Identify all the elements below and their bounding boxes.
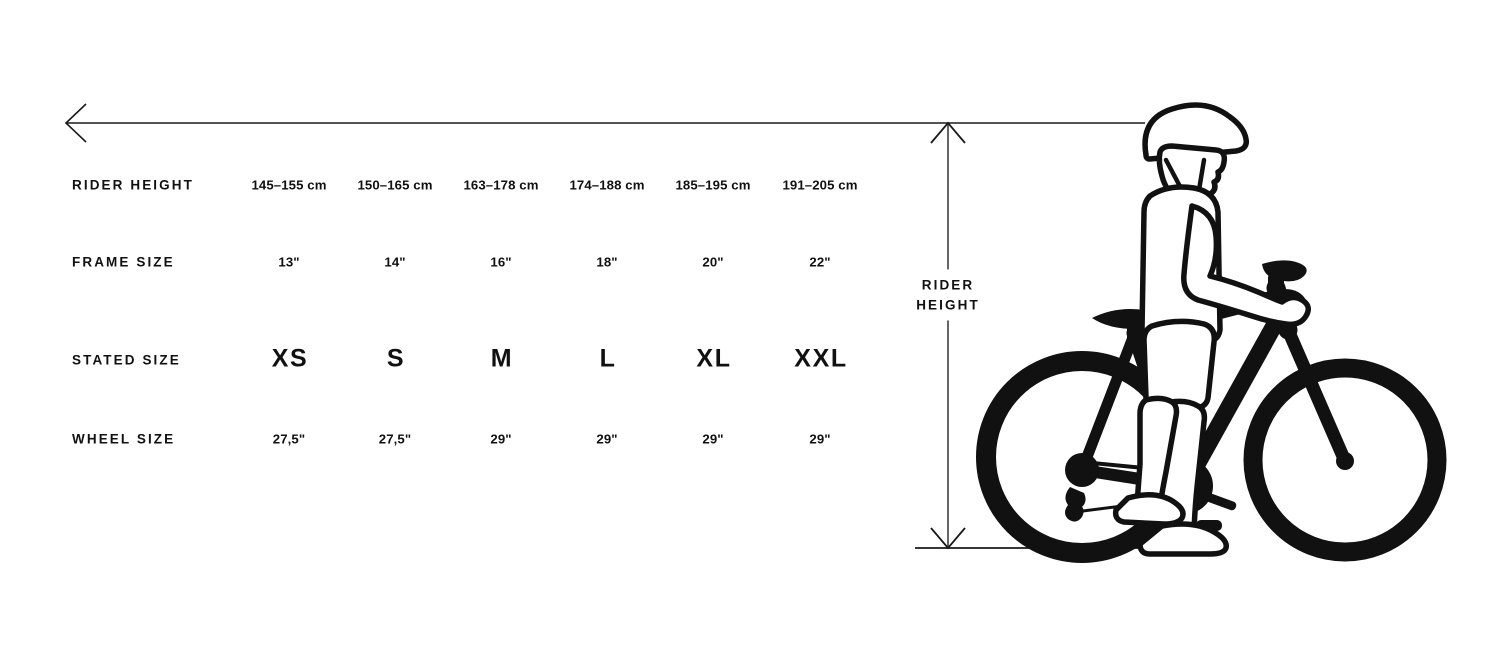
cell-wheel-size-l: 29" — [596, 431, 618, 447]
row-label-rider-height: RIDER HEIGHT — [72, 177, 194, 193]
cyclist-illustration — [1112, 102, 1311, 557]
cell-wheel-size-xl: 29" — [702, 431, 724, 447]
cell-wheel-size-m: 29" — [490, 431, 512, 447]
rider-height-dimension-label: RIDER HEIGHT — [908, 269, 988, 321]
cell-rider-height-s: 150–165 cm — [357, 177, 433, 193]
rider-shoe-front — [1137, 521, 1229, 557]
cell-rider-height-m: 163–178 cm — [463, 177, 539, 193]
cell-rider-height-l: 174–188 cm — [569, 177, 645, 193]
rider-shoe-rear — [1112, 492, 1186, 527]
cell-rider-height-xxl: 191–205 cm — [782, 177, 858, 193]
size-specification-table: RIDER HEIGHT FRAME SIZE STATED SIZE WHEE… — [0, 0, 900, 500]
cell-wheel-size-xxl: 29" — [809, 431, 831, 447]
cell-frame-size-xs: 13" — [278, 254, 300, 270]
cell-rider-height-xs: 145–155 cm — [251, 177, 327, 193]
cell-rider-height-xl: 185–195 cm — [675, 177, 751, 193]
cell-frame-size-xxl: 22" — [809, 254, 831, 270]
cell-stated-size-m: M — [490, 344, 514, 373]
cell-stated-size-xl: XL — [696, 344, 732, 373]
rider-arm — [1181, 203, 1311, 328]
cell-frame-size-s: 14" — [384, 254, 406, 270]
cell-stated-size-xxl: XXL — [794, 344, 848, 373]
cell-wheel-size-s: 27,5" — [378, 431, 412, 447]
row-label-frame-size: FRAME SIZE — [72, 254, 175, 270]
row-label-wheel-size: WHEEL SIZE — [72, 431, 176, 447]
dimension-label-line-2: HEIGHT — [916, 297, 980, 312]
cell-stated-size-l: L — [599, 344, 617, 373]
rider-height-dimension-arrow — [930, 121, 966, 550]
cell-frame-size-l: 18" — [596, 254, 618, 270]
cell-frame-size-xl: 20" — [702, 254, 724, 270]
row-label-stated-size: STATED SIZE — [72, 352, 181, 368]
top-dimension-arrow — [64, 103, 1145, 143]
cell-wheel-size-xs: 27,5" — [272, 431, 306, 447]
cell-stated-size-xs: XS — [271, 344, 309, 373]
dimension-label-line-1: RIDER — [921, 277, 975, 293]
cell-stated-size-s: S — [386, 344, 406, 373]
cell-frame-size-m: 16" — [490, 254, 512, 270]
